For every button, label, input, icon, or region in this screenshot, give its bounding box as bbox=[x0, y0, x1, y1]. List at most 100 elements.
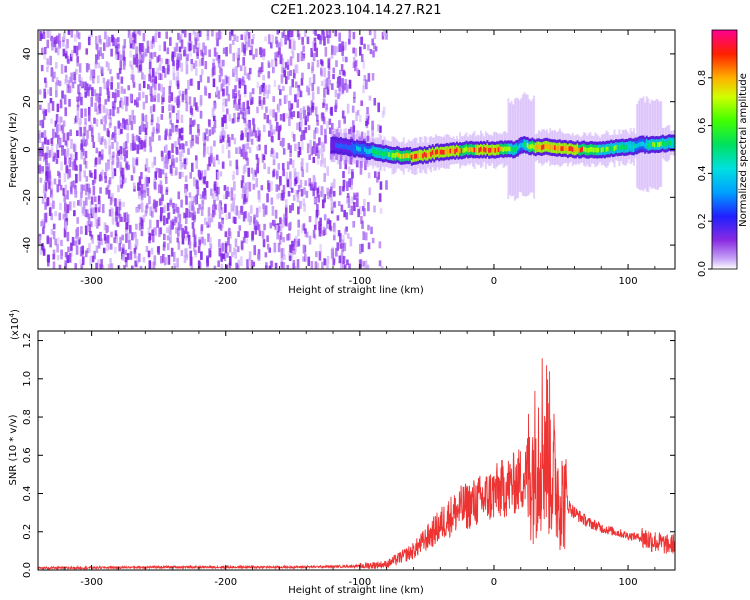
noise-cell bbox=[211, 67, 215, 76]
noise-cell bbox=[184, 175, 188, 182]
noise-cell bbox=[290, 103, 294, 110]
noise-cell bbox=[352, 97, 356, 103]
noise-cell bbox=[326, 264, 329, 269]
noise-cell bbox=[55, 158, 59, 164]
noise-cell bbox=[218, 247, 222, 257]
noise-cell bbox=[330, 248, 334, 259]
noise-cell bbox=[84, 81, 87, 91]
noise-cell bbox=[270, 260, 274, 267]
noise-cell bbox=[325, 79, 329, 87]
signal-core bbox=[650, 141, 653, 147]
noise-cell bbox=[149, 75, 153, 83]
noise-cell bbox=[47, 102, 51, 113]
noise-cell bbox=[231, 201, 235, 208]
noise-cell bbox=[371, 237, 375, 244]
noise-cell bbox=[55, 90, 58, 98]
noise-cell bbox=[367, 201, 370, 212]
noise-cell bbox=[345, 84, 349, 93]
noise-cell bbox=[241, 132, 244, 140]
noise-cell bbox=[338, 186, 342, 196]
noise-cell bbox=[178, 213, 182, 224]
noise-cell bbox=[225, 191, 228, 200]
noise-cell bbox=[327, 58, 331, 69]
signal-core bbox=[645, 141, 648, 147]
noise-cell bbox=[66, 190, 69, 200]
noise-cell bbox=[278, 47, 281, 55]
noise-cell bbox=[240, 148, 244, 157]
noise-cell bbox=[116, 72, 119, 79]
noise-cell bbox=[154, 76, 157, 84]
noise-cell bbox=[352, 47, 355, 54]
noise-cell bbox=[220, 59, 223, 68]
noise-cell bbox=[132, 166, 136, 174]
noise-cell bbox=[91, 238, 94, 244]
noise-cell bbox=[137, 58, 141, 64]
noise-cell bbox=[120, 167, 124, 177]
signal-core bbox=[597, 147, 600, 153]
noise-cell bbox=[225, 86, 229, 97]
signal-core bbox=[644, 143, 647, 148]
noise-cell bbox=[54, 47, 58, 53]
noise-cell bbox=[359, 37, 363, 45]
noise-cell bbox=[78, 63, 82, 73]
noise-cell bbox=[191, 162, 194, 172]
noise-cell bbox=[324, 46, 328, 57]
noise-cell bbox=[368, 187, 372, 196]
noise-cell bbox=[289, 70, 292, 76]
signal-core bbox=[587, 147, 590, 153]
noise-cell bbox=[132, 157, 135, 168]
noise-cell bbox=[199, 110, 203, 119]
noise-cell bbox=[221, 127, 225, 137]
noise-cell bbox=[218, 209, 222, 219]
noise-cell bbox=[240, 78, 244, 86]
noise-cell bbox=[286, 61, 290, 70]
noise-cell bbox=[302, 223, 306, 231]
noise-cell bbox=[176, 71, 180, 80]
noise-cell bbox=[153, 90, 157, 98]
noise-cell bbox=[62, 132, 66, 143]
noise-cell bbox=[272, 96, 275, 103]
noise-cell bbox=[353, 192, 356, 200]
noise-cell bbox=[281, 162, 285, 170]
noise-cell bbox=[348, 263, 351, 269]
noise-cell bbox=[299, 200, 302, 209]
noise-cell bbox=[232, 216, 236, 224]
noise-cell bbox=[93, 169, 97, 180]
signal-core bbox=[620, 145, 623, 150]
noise-cell bbox=[74, 184, 77, 194]
noise-cell bbox=[83, 126, 86, 136]
noise-cell bbox=[135, 238, 138, 246]
noise-cell bbox=[104, 115, 107, 125]
noise-cell bbox=[318, 227, 322, 237]
noise-cell bbox=[262, 97, 266, 105]
noise-cell bbox=[296, 171, 300, 181]
noise-cell bbox=[191, 139, 195, 147]
signal-core bbox=[560, 146, 563, 152]
noise-cell bbox=[288, 100, 291, 111]
noise-cell bbox=[65, 164, 69, 175]
noise-cell bbox=[220, 253, 223, 262]
noise-cell bbox=[117, 198, 120, 208]
noise-cell bbox=[263, 113, 267, 120]
noise-cell bbox=[63, 172, 67, 183]
noise-cell bbox=[138, 83, 142, 91]
noise-cell bbox=[181, 93, 185, 103]
noise-cell bbox=[250, 45, 254, 56]
noise-cell bbox=[312, 52, 316, 62]
noise-cell bbox=[157, 184, 161, 194]
noise-cell bbox=[247, 167, 251, 177]
noise-cell bbox=[84, 117, 87, 125]
noise-cell bbox=[106, 234, 110, 244]
noise-cell bbox=[203, 169, 207, 180]
noise-cell bbox=[371, 138, 375, 145]
noise-cell bbox=[75, 165, 79, 171]
noise-cell bbox=[300, 118, 303, 128]
noise-cell bbox=[344, 79, 348, 85]
noise-cell bbox=[244, 143, 248, 152]
signal-core bbox=[536, 144, 539, 150]
noise-cell bbox=[287, 190, 291, 197]
noise-cell bbox=[119, 100, 122, 108]
noise-cell bbox=[192, 44, 196, 54]
noise-cell bbox=[294, 265, 298, 269]
noise-cell bbox=[224, 243, 228, 254]
